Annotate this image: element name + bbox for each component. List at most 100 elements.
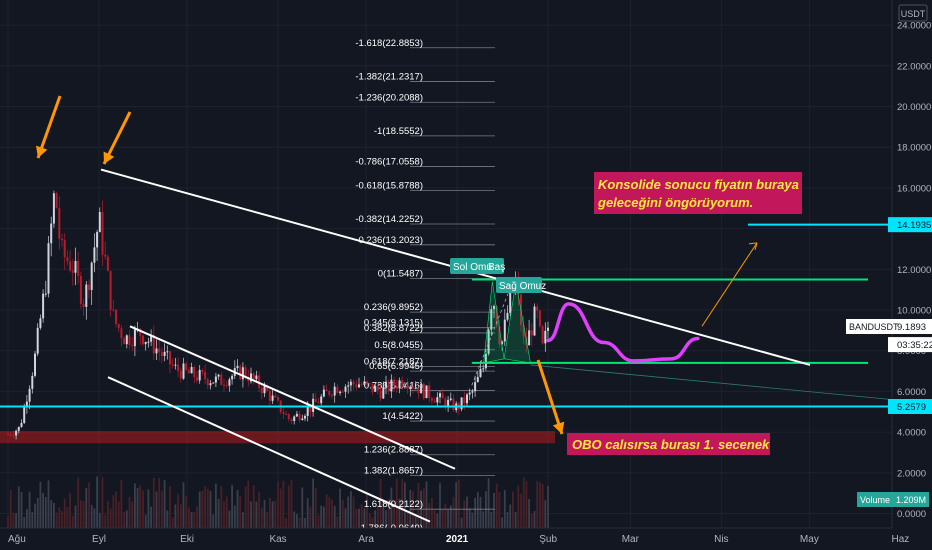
candle-body — [509, 288, 512, 313]
volume-bar — [493, 492, 495, 528]
volume-bar — [495, 483, 498, 528]
volume-bar — [304, 517, 306, 528]
volume-bar — [134, 483, 136, 528]
volume-bar — [490, 511, 493, 528]
candle-body — [347, 385, 350, 387]
candle-body — [322, 389, 325, 397]
candle-body — [131, 345, 134, 347]
time-label: May — [800, 534, 819, 545]
candle-body — [155, 348, 158, 354]
time-label: Şub — [539, 534, 557, 545]
candle-body — [36, 327, 39, 354]
volume-bar — [395, 478, 398, 528]
volume-bar — [80, 500, 82, 528]
volume-bar — [128, 496, 131, 528]
volume-bar — [544, 500, 547, 528]
candle-body — [533, 306, 536, 336]
volume-bar — [142, 490, 144, 528]
volume-bar — [206, 488, 209, 528]
candle-body — [88, 284, 90, 290]
candle-body — [260, 387, 263, 394]
candle-body — [314, 398, 317, 403]
candle-body — [212, 382, 215, 384]
candle-body — [61, 238, 63, 241]
volume-bar — [58, 507, 61, 528]
volume-bar — [125, 510, 128, 528]
candle-body — [171, 364, 174, 366]
price-tick: 12.0000 — [897, 265, 931, 276]
volume-bar — [385, 510, 387, 528]
candle-body — [193, 367, 196, 378]
volume-bar — [63, 498, 66, 528]
price-tick: 20.0000 — [897, 102, 931, 113]
volume-bar — [185, 495, 188, 528]
candle-body — [506, 312, 509, 320]
candle-body — [536, 306, 539, 311]
volume-bar — [525, 481, 528, 528]
left-shoulder-shape — [483, 281, 505, 364]
volume-bar — [82, 501, 85, 528]
volume-bar — [158, 478, 161, 528]
volume-bar — [485, 491, 487, 528]
candle-body — [106, 256, 109, 271]
candle-body — [409, 386, 412, 390]
candle-body — [133, 329, 136, 347]
volume-bars — [7, 476, 549, 528]
price-tick: 0.0000 — [897, 509, 926, 520]
candle-body — [360, 384, 363, 386]
right-shoulder-label: Sağ Omuz — [499, 281, 546, 292]
forecast-note-box — [594, 172, 802, 214]
candle-body — [433, 400, 436, 403]
volume-bar — [352, 496, 355, 528]
volume-bar — [53, 502, 55, 528]
candle-body — [358, 384, 360, 388]
volume-bar — [26, 509, 28, 528]
time-label: Haz — [891, 534, 909, 545]
volume-bar — [101, 477, 104, 528]
volume-bar — [182, 482, 185, 528]
candle-body — [58, 207, 61, 239]
candle-body — [104, 254, 107, 257]
time-label: Nis — [714, 534, 728, 545]
volume-bar — [12, 512, 15, 528]
forecast-note-line2: geleceğini öngörüyorum. — [597, 195, 753, 210]
volume-badge-value: 1.209M — [896, 495, 926, 505]
volume-bar — [393, 506, 395, 528]
fib-label: 1(4.5422) — [382, 411, 423, 422]
fib-label: -0.236(13.2023) — [355, 235, 423, 246]
volume-bar — [530, 513, 533, 528]
candle-body — [166, 351, 169, 353]
candle-body — [487, 329, 490, 354]
candle-body — [382, 387, 385, 399]
volume-bar — [247, 480, 250, 528]
candle-body — [44, 293, 47, 295]
candle-body — [293, 416, 296, 422]
time-label: Ara — [358, 534, 374, 545]
volume-bar — [223, 501, 225, 528]
fib-label: -1.618(22.8853) — [355, 38, 423, 49]
volume-bar — [177, 493, 179, 528]
candle-body — [239, 365, 242, 380]
volume-bar — [379, 479, 382, 528]
candle-body — [331, 394, 333, 396]
fib-label: -1(18.5552) — [374, 126, 423, 137]
candle-body — [71, 270, 74, 273]
candle-body — [196, 377, 198, 381]
volume-bar — [404, 482, 406, 528]
candle-body — [109, 270, 112, 310]
fib-label: -0.618(15.8788) — [355, 180, 423, 191]
obo-zone — [0, 431, 555, 444]
candle-body — [42, 293, 45, 319]
candle-body — [142, 335, 144, 345]
volume-badge-label: Volume — [860, 495, 890, 505]
candle-body — [247, 377, 250, 382]
candle-body — [447, 399, 450, 407]
candle-body — [341, 391, 344, 393]
candle-body — [250, 373, 252, 382]
candle-body — [223, 384, 225, 386]
candle-body — [52, 193, 55, 224]
candle-body — [325, 389, 328, 391]
volume-bar — [358, 508, 360, 528]
volume-bar — [174, 504, 177, 528]
